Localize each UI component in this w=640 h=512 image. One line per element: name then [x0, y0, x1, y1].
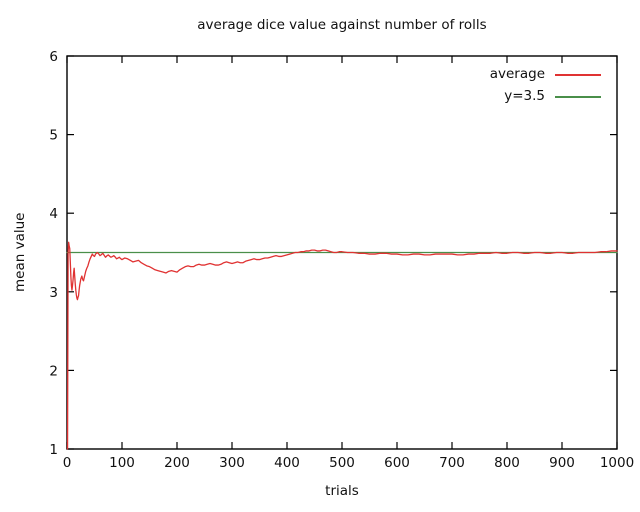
- x-tick-label: 0: [63, 455, 72, 471]
- y-tick-label: 5: [49, 128, 58, 144]
- legend-label-reference: y=3.5: [504, 88, 545, 104]
- y-tick-label: 6: [49, 49, 58, 65]
- x-tick-label: 500: [329, 455, 355, 471]
- x-tick-label: 900: [549, 455, 575, 471]
- x-axis-label: trials: [325, 483, 359, 499]
- chart-title: average dice value against number of rol…: [197, 17, 487, 33]
- y-tick-label: 4: [49, 206, 58, 222]
- y-tick-label: 3: [49, 285, 58, 301]
- y-tick-label: 1: [49, 442, 58, 458]
- y-tick-label: 2: [49, 363, 58, 379]
- x-tick-label: 700: [439, 455, 465, 471]
- x-tick-label: 800: [494, 455, 520, 471]
- legend-item-reference: y=3.5: [490, 89, 601, 104]
- x-tick-label: 400: [274, 455, 300, 471]
- x-tick-label: 200: [164, 455, 190, 471]
- x-tick-label: 600: [384, 455, 410, 471]
- x-tick-label: 100: [109, 455, 135, 471]
- x-tick-label: 300: [219, 455, 245, 471]
- legend: average y=3.5: [490, 67, 601, 104]
- legend-line-sample-average: [555, 73, 601, 76]
- series-average-line: [66, 241, 618, 450]
- x-tick-label: 1000: [600, 455, 634, 471]
- legend-item-average: average: [490, 67, 601, 82]
- legend-line-sample-reference: [555, 95, 601, 98]
- legend-label-average: average: [489, 66, 545, 82]
